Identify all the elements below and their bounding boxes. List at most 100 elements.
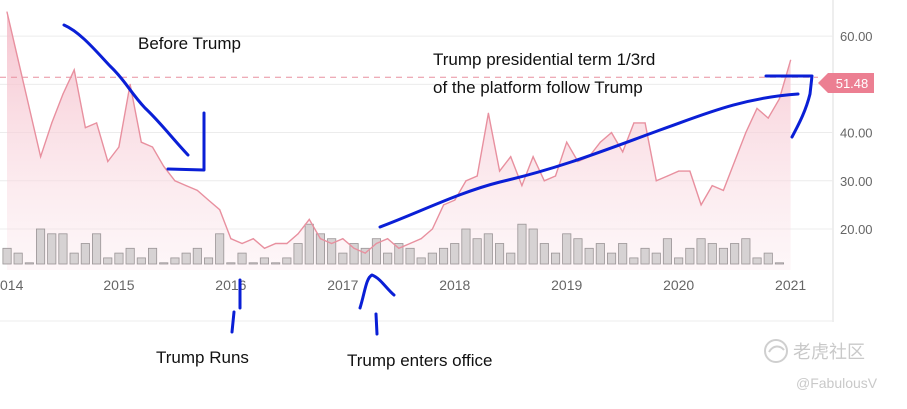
x-tick-label: 2015 bbox=[103, 277, 134, 293]
volume-bar bbox=[147, 247, 158, 265]
volume-bar bbox=[327, 238, 337, 265]
price-point bbox=[17, 59, 19, 61]
price-point bbox=[521, 185, 523, 187]
price-point bbox=[375, 242, 378, 245]
price-point bbox=[633, 122, 635, 124]
price-point bbox=[84, 127, 86, 129]
watermark-brand: 老虎社区 bbox=[793, 342, 865, 362]
volume-bar bbox=[136, 257, 146, 265]
volume-bar bbox=[215, 233, 225, 265]
volume-bar bbox=[405, 247, 415, 265]
price-line-group bbox=[6, 11, 792, 254]
price-point bbox=[263, 247, 266, 249]
price-point bbox=[387, 238, 389, 240]
volume-bar bbox=[774, 262, 784, 265]
price-point bbox=[196, 189, 198, 192]
ink-before-bracket bbox=[166, 111, 206, 172]
price-point bbox=[207, 199, 210, 201]
volume-bar bbox=[271, 262, 281, 265]
annotation-term-line2: of the platform follow Trump bbox=[433, 78, 643, 97]
price-point bbox=[778, 98, 781, 100]
price-point bbox=[666, 175, 669, 177]
volume-bar bbox=[730, 243, 740, 265]
volume-bar bbox=[618, 243, 628, 265]
price-point bbox=[734, 160, 736, 163]
price-point bbox=[722, 189, 725, 192]
volume-bar bbox=[629, 257, 639, 265]
volume-bar bbox=[360, 247, 370, 265]
watermark: 老虎社区 @FabulousV bbox=[764, 339, 878, 391]
price-point bbox=[319, 238, 322, 240]
volume-bar bbox=[763, 252, 773, 265]
volume-bar bbox=[192, 247, 202, 265]
volume-bar bbox=[539, 243, 549, 265]
ink-markup bbox=[62, 23, 814, 336]
x-tick-label: 2019 bbox=[551, 277, 582, 293]
price-point bbox=[487, 112, 489, 114]
brand-logo-icon bbox=[764, 339, 788, 363]
price-point bbox=[689, 170, 691, 172]
price-point bbox=[286, 242, 288, 245]
price-point bbox=[745, 131, 747, 134]
volume-bar bbox=[607, 252, 617, 265]
price-point bbox=[118, 146, 120, 148]
price-point bbox=[241, 242, 243, 245]
annotation-before-trump: Before Trump bbox=[138, 34, 241, 53]
volume-bar bbox=[58, 233, 68, 265]
volume-bar bbox=[707, 243, 717, 265]
price-point bbox=[454, 199, 456, 201]
volume-bar bbox=[349, 243, 359, 265]
volume-bar bbox=[47, 233, 57, 265]
volume-bar bbox=[718, 247, 728, 265]
volume-bar bbox=[181, 252, 191, 265]
x-tick-label: 2021 bbox=[775, 277, 806, 293]
x-tick-label: 2016 bbox=[215, 277, 246, 293]
price-point bbox=[678, 170, 680, 172]
watermark-user: @FabulousV bbox=[796, 375, 878, 391]
volume-bar bbox=[315, 233, 325, 265]
current-value-badge: 51.48 bbox=[818, 73, 874, 93]
y-tick-label: 30.00 bbox=[840, 174, 873, 189]
price-point bbox=[28, 107, 30, 110]
x-tick-label: 2018 bbox=[439, 277, 470, 293]
price-area-fill bbox=[7, 12, 791, 270]
volume-bar bbox=[595, 243, 605, 265]
price-point bbox=[252, 238, 254, 240]
price-point bbox=[62, 93, 64, 95]
price-point bbox=[342, 238, 344, 240]
price-point bbox=[219, 209, 221, 211]
price-point bbox=[39, 156, 42, 158]
volume-bar bbox=[92, 233, 102, 265]
price-point bbox=[476, 175, 478, 177]
price-point bbox=[700, 204, 702, 206]
price-point bbox=[610, 131, 613, 134]
volume-bar bbox=[752, 257, 762, 265]
volume-bar bbox=[551, 252, 561, 265]
volume-bar bbox=[226, 262, 236, 265]
volume-bar bbox=[517, 223, 527, 265]
volume-bar bbox=[282, 257, 292, 265]
volume-bar bbox=[640, 247, 650, 265]
volume-bars bbox=[2, 223, 784, 265]
annotation-trump-runs: Trump Runs bbox=[156, 348, 249, 367]
volume-bar bbox=[506, 252, 516, 265]
ink-runs-arrow bbox=[230, 278, 242, 334]
ink-trend-head bbox=[764, 74, 814, 139]
volume-bar bbox=[293, 243, 303, 265]
volume-bar bbox=[69, 252, 79, 265]
price-point bbox=[51, 122, 53, 124]
volume-bar bbox=[114, 252, 124, 265]
price-point bbox=[756, 107, 758, 110]
price-point bbox=[140, 141, 142, 143]
annotations: Before Trump Trump presidential term 1/3… bbox=[138, 34, 655, 370]
price-point bbox=[129, 83, 131, 85]
volume-bar bbox=[494, 243, 505, 265]
volume-bar bbox=[472, 238, 482, 265]
ink-trend-arrow bbox=[378, 92, 800, 229]
volume-bar bbox=[13, 252, 23, 265]
price-point bbox=[95, 122, 98, 124]
price-point bbox=[566, 141, 568, 143]
price-point bbox=[599, 141, 601, 143]
